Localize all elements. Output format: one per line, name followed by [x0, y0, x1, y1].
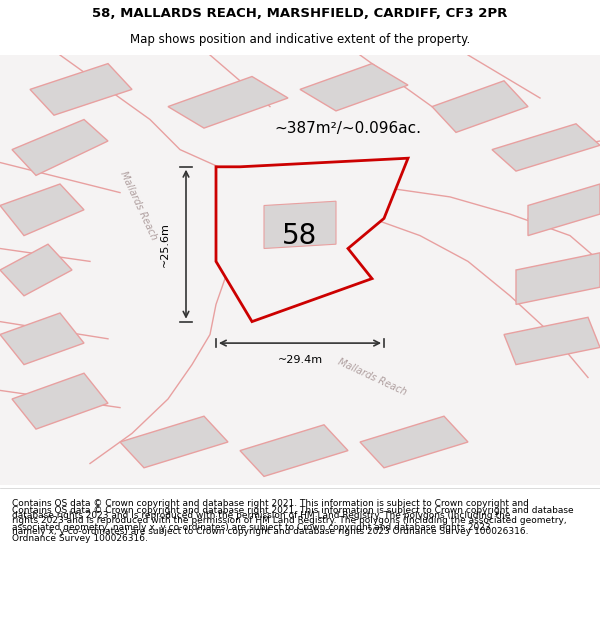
Text: Mallards Reach: Mallards Reach	[336, 357, 408, 398]
Text: ~25.6m: ~25.6m	[160, 222, 170, 267]
Polygon shape	[492, 124, 600, 171]
Text: Contains OS data © Crown copyright and database right 2021. This information is : Contains OS data © Crown copyright and d…	[12, 506, 574, 536]
Text: ~29.4m: ~29.4m	[277, 355, 323, 365]
Text: Contains OS data © Crown copyright and database right 2021. This information is : Contains OS data © Crown copyright and d…	[12, 499, 529, 543]
Polygon shape	[432, 81, 528, 132]
Polygon shape	[12, 119, 108, 176]
Polygon shape	[0, 244, 72, 296]
Polygon shape	[360, 416, 468, 468]
Polygon shape	[0, 184, 84, 236]
Polygon shape	[240, 425, 348, 476]
Text: 58: 58	[283, 222, 317, 249]
Polygon shape	[0, 313, 84, 364]
Text: Mallards Reach: Mallards Reach	[118, 169, 158, 241]
Polygon shape	[264, 201, 336, 249]
Polygon shape	[300, 64, 408, 111]
Polygon shape	[516, 253, 600, 304]
Polygon shape	[30, 64, 132, 115]
Text: ~387m²/~0.096ac.: ~387m²/~0.096ac.	[275, 121, 421, 136]
Text: Map shows position and indicative extent of the property.: Map shows position and indicative extent…	[130, 33, 470, 46]
Polygon shape	[216, 158, 408, 322]
Polygon shape	[120, 416, 228, 468]
Polygon shape	[528, 184, 600, 236]
Polygon shape	[12, 373, 108, 429]
Polygon shape	[504, 318, 600, 364]
Polygon shape	[168, 76, 288, 128]
Text: 58, MALLARDS REACH, MARSHFIELD, CARDIFF, CF3 2PR: 58, MALLARDS REACH, MARSHFIELD, CARDIFF,…	[92, 8, 508, 20]
